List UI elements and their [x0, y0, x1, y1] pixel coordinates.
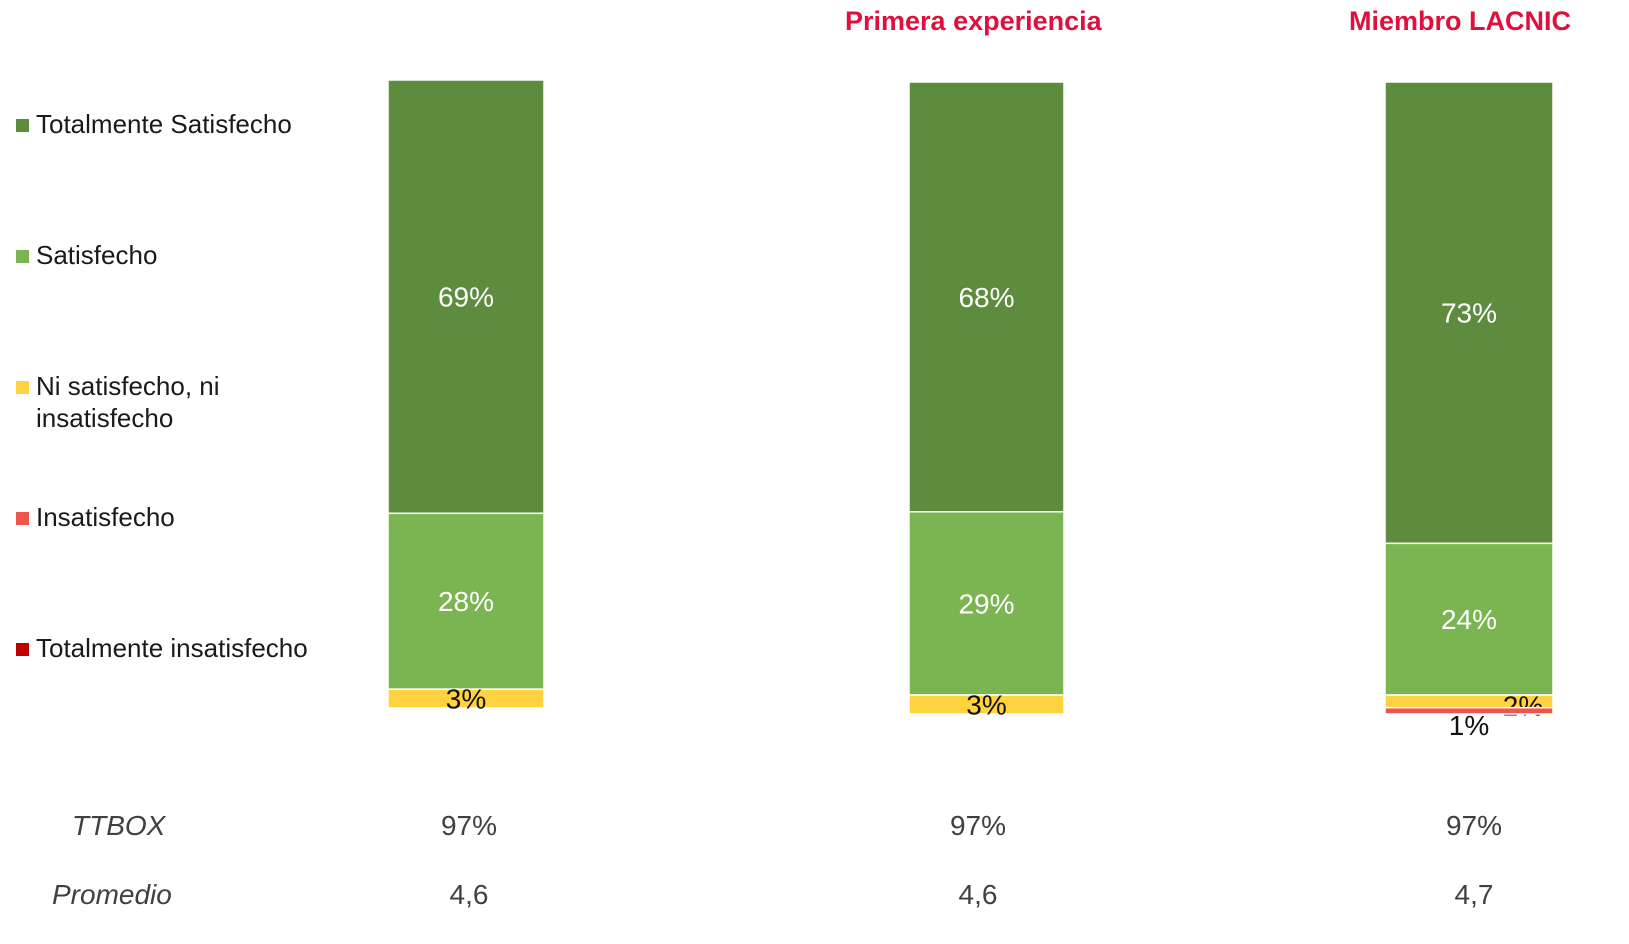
legend-item-insatisfecho: Insatisfecho	[16, 501, 336, 533]
legend-label: Totalmente insatisfecho	[36, 633, 308, 663]
column-title-miembro-lacnic: Miembro LACNIC	[1349, 6, 1571, 36]
legend-item-totalmente-insatisfecho: Totalmente insatisfecho	[16, 632, 336, 664]
bar-segment	[908, 694, 1065, 715]
ttbox-value: 97%	[440, 810, 498, 841]
legend-item-satisfecho: Satisfecho	[16, 239, 336, 271]
data-label: 28%	[438, 586, 494, 617]
ttbox-value: 97%	[949, 810, 1007, 841]
bar-segment	[908, 511, 1065, 696]
legend-label: Totalmente Satisfecho	[36, 109, 292, 139]
legend-label: Insatisfecho	[36, 502, 175, 532]
data-label: 29%	[958, 588, 1014, 619]
legend-item-ni-satisfecho: Ni satisfecho, ni insatisfecho	[16, 370, 266, 434]
legend-swatch	[16, 250, 29, 263]
data-label: 3%	[446, 684, 486, 715]
ttbox-label: TTBOX	[72, 810, 166, 841]
promedio-value: 4,7	[1454, 879, 1494, 910]
legend-label: Ni satisfecho, ni insatisfecho	[36, 371, 220, 433]
bar-segment	[1384, 81, 1554, 545]
legend-swatch	[16, 643, 29, 656]
promedio-label: Promedio	[52, 879, 172, 910]
promedio-value: 4,6	[958, 879, 998, 910]
bar-segment	[387, 79, 545, 515]
data-label: 3%	[966, 690, 1006, 721]
data-label: 2%	[1503, 690, 1543, 721]
bar-segment	[387, 512, 545, 690]
data-label: 73%	[1441, 298, 1497, 329]
bar-segment	[1384, 706, 1554, 715]
data-label: 24%	[1441, 604, 1497, 635]
legend-swatch	[16, 381, 29, 394]
ttbox-value: 97%	[1445, 810, 1503, 841]
data-label: 1%	[1449, 710, 1489, 741]
bar-segment	[1384, 542, 1554, 696]
data-label: 69%	[438, 282, 494, 313]
data-label: 68%	[958, 282, 1014, 313]
legend-swatch	[16, 119, 29, 132]
legend-item-totalmente-satisfecho: Totalmente Satisfecho	[16, 108, 336, 140]
promedio-value: 4,6	[449, 879, 489, 910]
legend-label: Satisfecho	[36, 240, 158, 270]
legend-swatch	[16, 512, 29, 525]
column-title-primera-experiencia: Primera experiencia	[845, 6, 1102, 36]
bar-segment	[387, 688, 545, 709]
bar-segment	[908, 81, 1065, 513]
